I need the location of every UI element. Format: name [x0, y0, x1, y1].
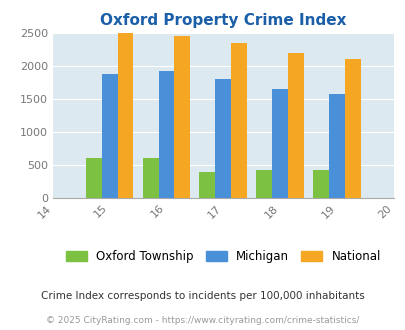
Bar — [288, 53, 303, 198]
Bar — [344, 59, 360, 198]
Bar — [117, 33, 133, 198]
Bar — [174, 36, 190, 198]
Bar — [85, 158, 101, 198]
Bar — [158, 71, 174, 198]
Bar — [312, 170, 328, 198]
Bar — [256, 170, 271, 198]
Bar — [231, 43, 247, 198]
Bar — [199, 172, 215, 198]
Bar — [101, 74, 117, 198]
Legend: Oxford Township, Michigan, National: Oxford Township, Michigan, National — [65, 250, 380, 263]
Bar — [271, 89, 288, 198]
Bar — [215, 79, 231, 198]
Text: Crime Index corresponds to incidents per 100,000 inhabitants: Crime Index corresponds to incidents per… — [41, 291, 364, 301]
Bar — [142, 158, 158, 198]
Text: © 2025 CityRating.com - https://www.cityrating.com/crime-statistics/: © 2025 CityRating.com - https://www.city… — [46, 316, 359, 325]
Title: Oxford Property Crime Index: Oxford Property Crime Index — [100, 13, 346, 28]
Bar — [328, 94, 344, 198]
